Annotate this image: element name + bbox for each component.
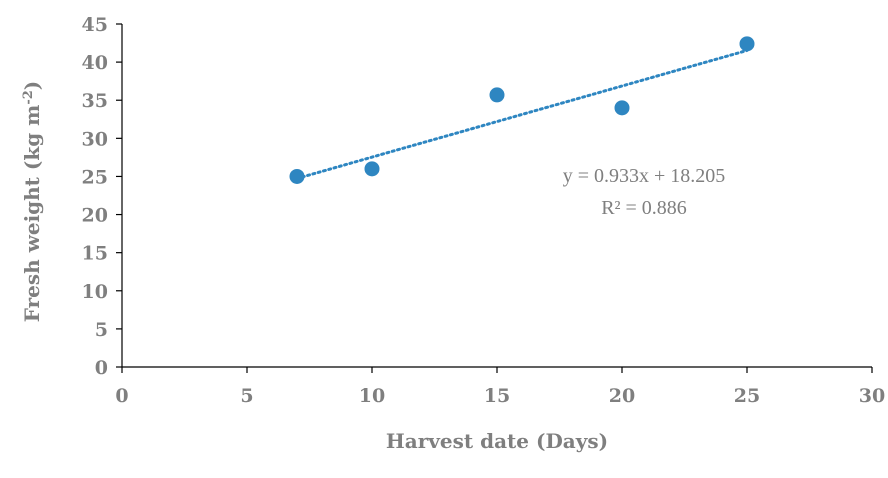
trendline [295, 48, 749, 180]
y-tick-label: 0 [95, 357, 108, 379]
x-tick-label: 0 [115, 385, 128, 407]
y-axis-title-superscript: -2 [21, 90, 36, 104]
y-axis-title-main: Fresh weight (kg m [20, 105, 44, 323]
y-tick-label: 45 [82, 14, 108, 36]
y-tick-label: 40 [82, 52, 108, 74]
data-point [614, 100, 630, 116]
trendline-r-squared: R² = 0.886 [601, 197, 687, 219]
x-tick-label: 10 [359, 385, 385, 407]
y-tick-label: 10 [82, 281, 108, 303]
y-ticks: 0 5 10 15 20 25 30 35 40 45 [82, 14, 122, 379]
y-tick-label: 15 [82, 243, 108, 265]
x-ticks: 0 5 10 15 20 25 30 [115, 367, 885, 407]
trendline-equation: y = 0.933x + 18.205 [563, 165, 726, 187]
trendline-layer [295, 48, 749, 180]
y-axis-title: Fresh weight (kg m-2) [20, 81, 44, 323]
x-axis-title: Harvest date (Days) [386, 429, 608, 453]
y-tick-label: 20 [82, 205, 108, 227]
data-point [364, 161, 380, 177]
axes [121, 24, 872, 368]
y-tick-label: 35 [82, 90, 108, 112]
x-tick-label: 20 [609, 385, 635, 407]
x-tick-label: 25 [734, 385, 760, 407]
y-axis-title-end: ) [20, 81, 44, 90]
y-tick-label: 25 [82, 166, 108, 188]
y-tick-label: 30 [82, 128, 108, 150]
data-points [289, 36, 755, 184]
y-tick-label: 5 [95, 319, 108, 341]
data-point [489, 87, 505, 103]
data-point [739, 36, 755, 52]
x-tick-label: 15 [484, 385, 510, 407]
x-tick-label: 5 [240, 385, 253, 407]
x-tick-label: 30 [859, 385, 885, 407]
data-point [289, 168, 305, 184]
